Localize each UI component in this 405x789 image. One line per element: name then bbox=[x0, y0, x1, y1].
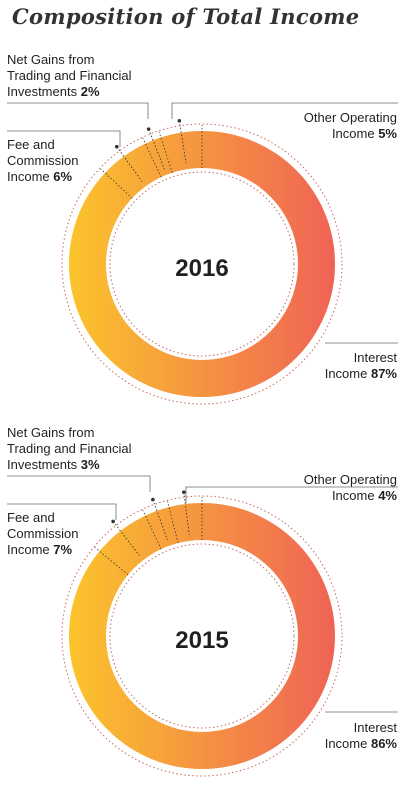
center-year-label: 2016 bbox=[175, 255, 228, 282]
leader-dot bbox=[151, 497, 155, 502]
page-title: Composition of Total Income bbox=[12, 4, 360, 29]
slice-boundary-line bbox=[142, 138, 162, 178]
leader-line bbox=[7, 475, 151, 492]
leader-line bbox=[7, 102, 149, 119]
label-net-gains: Net Gains from Trading and Financial Inv… bbox=[7, 52, 132, 100]
label-line: Interest bbox=[353, 720, 397, 735]
label-line: Interest bbox=[353, 350, 397, 365]
donut-svg: 2015 bbox=[7, 475, 398, 777]
center-year-label: 2015 bbox=[175, 627, 228, 654]
leader-dot bbox=[182, 490, 186, 494]
outer-dotted-circle bbox=[61, 495, 343, 777]
label-line: Net Gains from bbox=[7, 425, 95, 440]
inner-dotted-circle bbox=[109, 543, 295, 729]
leader-dot bbox=[111, 519, 115, 524]
leader-dot bbox=[177, 118, 182, 123]
leader-dot bbox=[114, 144, 119, 149]
label-interest: Interest Income 86% bbox=[325, 720, 397, 752]
value-label: 2% bbox=[80, 84, 100, 99]
label-line: Other Operating bbox=[303, 110, 397, 125]
label-line: Net Gains from bbox=[7, 52, 95, 67]
slice-boundary-line bbox=[94, 547, 129, 576]
label-other-operating: Other Operating Income 4% bbox=[304, 472, 397, 504]
label-other-operating: Other Operating Income 5% bbox=[304, 110, 397, 142]
label-line: Fee and bbox=[7, 137, 55, 152]
leader-line bbox=[7, 130, 121, 147]
label-line: Income bbox=[324, 736, 368, 751]
donut-chart-2015: 2015 Net Gains from Trading and Financia… bbox=[0, 372, 405, 777]
value-label: 3% bbox=[80, 457, 100, 472]
label-line: Income bbox=[324, 366, 368, 381]
value-label: 7% bbox=[53, 542, 73, 557]
leader-dotted-line bbox=[112, 521, 140, 556]
leader-dotted-line bbox=[178, 120, 187, 164]
label-line: Income bbox=[7, 542, 50, 557]
label-line: Income bbox=[7, 169, 50, 184]
label-line: Investments bbox=[7, 84, 78, 99]
label-fee-commission: Fee and Commission Income 6% bbox=[7, 137, 79, 185]
label-line: Trading and Financial bbox=[7, 68, 132, 83]
label-line: Commission bbox=[7, 526, 79, 541]
label-interest: Interest Income 87% bbox=[325, 350, 397, 382]
label-line: Investments bbox=[7, 457, 78, 472]
slice-boundary-line bbox=[100, 168, 133, 199]
label-fee-commission: Fee and Commission Income 7% bbox=[7, 510, 79, 558]
value-label: 4% bbox=[378, 488, 397, 503]
inner-dotted-circle bbox=[109, 171, 295, 357]
leader-line bbox=[185, 486, 398, 503]
label-line: Fee and bbox=[7, 510, 55, 525]
value-label: 86% bbox=[370, 736, 397, 751]
leader-line bbox=[7, 503, 117, 520]
leader-dot bbox=[146, 127, 151, 131]
leader-dotted-line bbox=[152, 499, 168, 541]
leader-dotted-line bbox=[148, 129, 165, 170]
outer-dotted-circle bbox=[61, 123, 343, 405]
donut-chart-2016: 2016 Net Gains from Trading and Financia… bbox=[7, 52, 398, 405]
slice-boundary-line bbox=[158, 131, 173, 173]
slice-boundary-line bbox=[167, 501, 179, 544]
label-line: Commission bbox=[7, 153, 79, 168]
slice-boundary-line bbox=[142, 510, 162, 550]
label-line: Income bbox=[331, 126, 375, 141]
leader-line bbox=[171, 102, 398, 119]
leader-dotted-line bbox=[116, 146, 143, 182]
label-line: Trading and Financial bbox=[7, 441, 132, 456]
label-line: Other Operating bbox=[303, 472, 397, 487]
leader-dotted-line bbox=[183, 492, 190, 535]
value-label: 87% bbox=[370, 366, 397, 381]
label-line: Income bbox=[331, 488, 375, 503]
label-net-gains: Net Gains from Trading and Financial Inv… bbox=[7, 425, 132, 473]
donut-svg: 2016 bbox=[7, 102, 398, 405]
value-label: 5% bbox=[378, 126, 397, 141]
value-label: 6% bbox=[53, 169, 73, 184]
